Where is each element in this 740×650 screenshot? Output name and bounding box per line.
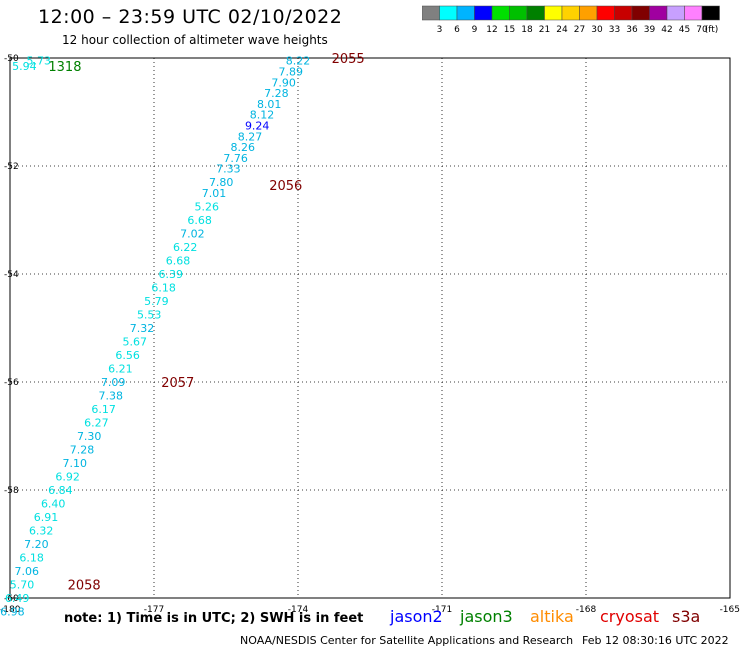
wave-height-point: 7.06 (15, 565, 40, 578)
y-tick-label: -58 (4, 486, 19, 496)
legend-label: 39 (644, 25, 656, 35)
wave-height-point: 6.91 (34, 511, 59, 524)
wave-height-point: 6.18 (151, 282, 176, 295)
legend-label: 30 (591, 25, 603, 35)
legend-label: 18 (521, 25, 533, 35)
legend-label: 36 (626, 25, 638, 35)
wave-height-point: 6.98 (0, 606, 25, 619)
wave-height-point: 6.84 (48, 484, 73, 497)
y-tick-label: -54 (4, 270, 19, 280)
satellite-jason3: jason3 (460, 607, 513, 626)
legend-label: 21 (539, 25, 550, 35)
wave-height-point: 6.92 (55, 471, 80, 484)
pass-time-label: 1318 (48, 60, 81, 75)
plot-frame (9, 57, 731, 599)
generation-timestamp: Feb 12 08:30:16 UTC 2022 (582, 634, 729, 647)
wave-height-point: 8.26 (231, 141, 256, 154)
credit-text: NOAA/NESDIS Center for Satellite Applica… (240, 634, 574, 647)
y-tick-label: -52 (4, 162, 19, 172)
legend-label: 24 (556, 25, 568, 35)
x-tick-label: -171 (432, 605, 452, 615)
chart-title: 12:00 – 23:59 UTC 02/10/2022 (38, 6, 343, 28)
wave-height-point: 6.56 (115, 349, 140, 362)
satellite-jason2: jason2 (390, 607, 443, 626)
wave-height-point: 6.22 (173, 241, 198, 254)
wave-height-point: 6.32 (29, 525, 54, 538)
pass-time-label: 2057 (161, 376, 194, 391)
footer-note: note: 1) Time is in UTC; 2) SWH is in fe… (64, 611, 364, 626)
wave-height-point: 7.02 (180, 228, 205, 241)
wave-height-point: 9.24 (245, 120, 270, 133)
wave-height-point: 6.49 (5, 592, 30, 605)
pass-time-label: 2058 (68, 579, 101, 594)
color-legend: 3 6 9 12 15 18 21 24 27 30 33 36 39 42 45 70(ft) (422, 5, 720, 35)
wave-height-point: 7.90 (271, 76, 296, 89)
wave-height-point: 7.80 (209, 176, 234, 189)
wave-height-point: 8.27 (238, 130, 263, 143)
wave-height-point: 8.12 (250, 109, 275, 122)
wave-height-point: 6.27 (84, 417, 109, 430)
wave-height-point: 7.01 (202, 187, 227, 200)
wave-height-point: 6.39 (159, 268, 184, 281)
wave-height-point: 5.94 (12, 60, 37, 73)
wave-height-point: 7.76 (223, 152, 248, 165)
wave-height-point: 5.79 (144, 295, 169, 308)
wave-height-point: 7.38 (99, 390, 124, 403)
x-tick-label: -165 (720, 605, 740, 615)
x-tick-label: -168 (576, 605, 597, 615)
wave-height-point: 6.40 (41, 498, 66, 511)
wave-height-point: 5.26 (195, 201, 220, 214)
pass-time-label: 2055 (332, 52, 365, 67)
wave-height-point: 8.01 (257, 98, 282, 111)
wave-height-point: 5.53 (137, 309, 162, 322)
chart-subtitle: 12 hour collection of altimeter wave hei… (62, 33, 328, 47)
legend-label: 6 (454, 25, 460, 35)
wave-height-point: 7.28 (70, 444, 95, 457)
satellite-s3a: s3a (672, 607, 701, 626)
wave-height-point: 7.32 (130, 322, 155, 335)
wave-height-point: 5.70 (10, 579, 35, 592)
legend-label: 12 (486, 25, 497, 35)
wave-height-point: 6.18 (19, 552, 44, 565)
pass-time-label: 2056 (269, 179, 302, 194)
x-tick-label: -177 (144, 605, 164, 615)
y-tick-label: -56 (4, 378, 19, 388)
wave-height-point: 7.20 (24, 538, 49, 551)
wave-height-point: 7.28 (264, 87, 289, 100)
satellite-cryosat: cryosat (600, 607, 660, 626)
wave-height-point: 7.89 (279, 66, 304, 79)
wave-height-point: 5.67 (123, 336, 148, 349)
wave-height-point: 6.68 (166, 255, 191, 268)
wave-height-point: 6.68 (187, 214, 212, 227)
legend-label: 42 (661, 25, 672, 35)
y-tick-label: -50 (4, 54, 19, 64)
legend-label: 45 (679, 25, 690, 35)
wave-height-point: 8.22 (286, 55, 311, 68)
legend-swatch (701, 5, 720, 21)
legend-label: 3 (437, 25, 443, 35)
legend-label: 33 (609, 25, 620, 35)
wave-height-point: 7.10 (63, 457, 88, 470)
legend-unit: (ft) (705, 25, 719, 35)
wave-height-point: 7.33 (216, 163, 241, 176)
legend-label: 9 (472, 25, 478, 35)
x-tick-label: -180 (0, 605, 21, 615)
satellite-altika: altika (530, 607, 574, 626)
y-tick-label: -60 (4, 594, 19, 604)
wave-height-point: 6.21 (108, 363, 133, 376)
legend-label: 15 (504, 25, 515, 35)
legend-label: 70 (696, 25, 708, 35)
wave-height-point: 7.30 (77, 430, 102, 443)
wave-height-point: 6.17 (91, 403, 116, 416)
wave-height-point: 7.09 (101, 376, 126, 389)
x-tick-label: -174 (288, 605, 309, 615)
wave-height-point: 5.73 (27, 55, 52, 68)
legend-label: 27 (574, 25, 585, 35)
